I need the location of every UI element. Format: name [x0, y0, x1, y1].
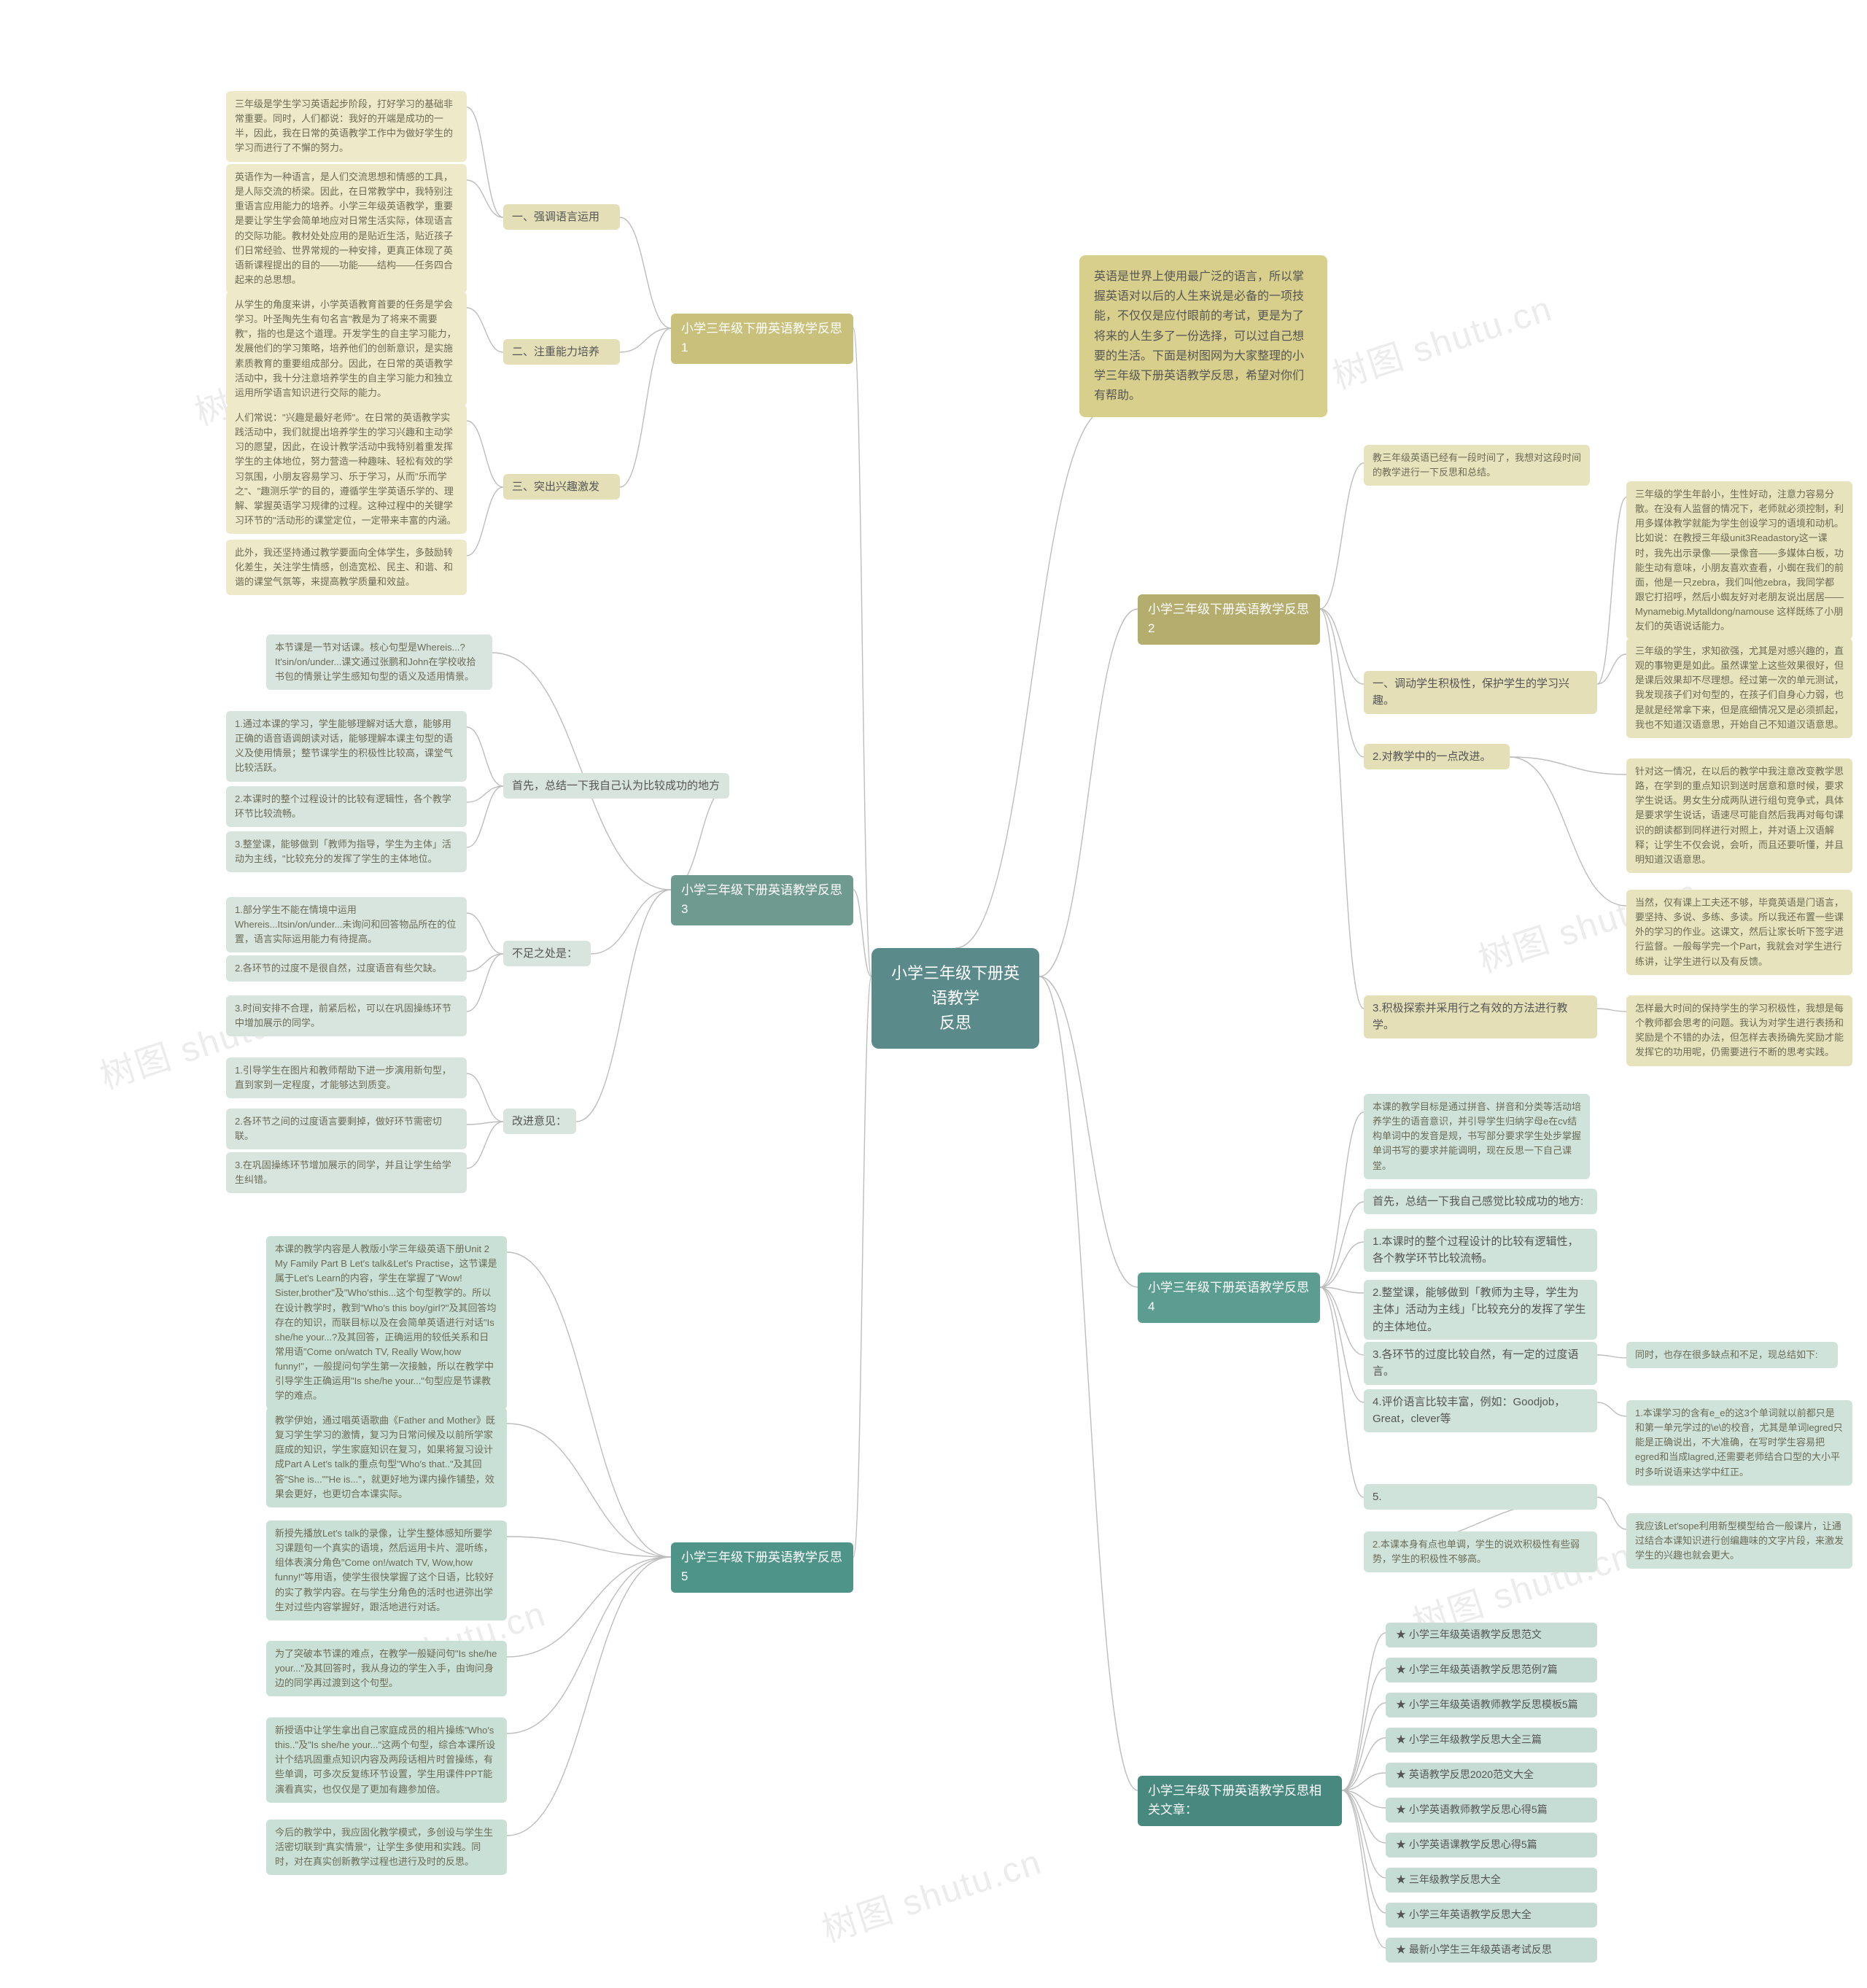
leaf-node: 1.本课学习的含有e_e的这3个单词就以前都只是和第一单元学过的\e\的校音，尤…: [1626, 1400, 1852, 1486]
leaf-node: 英语作为一种语言，是人们交流思想和情感的工具，是人际交流的桥梁。因此，在日常教学…: [226, 164, 467, 293]
branch-node[interactable]: 小学三年级下册英语教学反思2: [1138, 594, 1320, 645]
leaf-node: 2.本课时的整个过程设计的比较有逻辑性，各个教学环节比较流畅。: [226, 786, 467, 827]
watermark: 树图 shutu.cn: [815, 1833, 1047, 1952]
leaf-node: 从学生的角度来讲，小学英语教育首要的任务是学会学习。叶圣陶先生有句名言"教是为了…: [226, 292, 467, 406]
sub-node[interactable]: 三、突出兴趣激发: [503, 474, 620, 500]
leaf-node: 2.各环节之间的过度语言要剩掉，做好环节需密切联。: [226, 1108, 467, 1149]
leaf-node: 我应该Let′sope利用新型模型给合一般课片，让通过结合本课知识进行创编趣味的…: [1626, 1513, 1852, 1569]
leaf-node: 当然，仅有课上工夫还不够，毕竟英语是门语言，要坚持、多说、多练、多读。所以我还布…: [1626, 890, 1852, 975]
leaf-node: 新授语中让学生拿出自己家庭成员的相片操练"Who′s this.."及"Is s…: [266, 1717, 507, 1803]
sub-node[interactable]: 改进意见：: [503, 1108, 576, 1134]
related-article-link[interactable]: ★ 小学英语课教学反思心得5篇: [1386, 1833, 1597, 1857]
leaf-node: 三年级的学生年龄小，生性好动，注意力容易分散。在没有人监督的情况下，老师就必须控…: [1626, 481, 1852, 640]
leaf-node: 人们常说："兴趣是最好老师"。在日常的英语教学实践活动中，我们就提出培养学生的学…: [226, 405, 467, 534]
leaf-node: 新授先播放Let′s talk的录像，让学生整体感知所要学习课题句一个真实的语境…: [266, 1521, 507, 1620]
leaf-node: 2.各环节的过度不是很自然，过度语音有些欠缺。: [226, 955, 467, 982]
leaf-node: 3.整堂课，能够做到「教师为指导，学生为主体」活动为主线，"比较充分的发挥了学生…: [226, 831, 467, 872]
branch-node[interactable]: 小学三年级下册英语教学反思3: [671, 875, 853, 925]
leaf-node: 三年级的学生，求知欲强，尤其是对感兴趣的，直观的事物更是如此。虽然课堂上这些效果…: [1626, 638, 1852, 738]
sub-node[interactable]: 首先，总结一下我自己认为比较成功的地方: [503, 773, 729, 799]
branch-node[interactable]: 小学三年级下册英语教学反思1: [671, 314, 853, 364]
sub-node[interactable]: 首先，总结一下我自己感觉比较成功的地方:: [1364, 1189, 1597, 1214]
sub-node[interactable]: 2.对教学中的一点改进。: [1364, 744, 1510, 769]
leaf-node: 为了突破本节课的难点，在教学一般疑问句"Is she/he your..."及其…: [266, 1641, 507, 1696]
related-article-link[interactable]: ★ 小学三年英语教学反思大全: [1386, 1903, 1597, 1927]
branch-node[interactable]: 小学三年级下册英语教学反思5: [671, 1542, 853, 1593]
related-article-link[interactable]: ★ 英语教学反思2020范文大全: [1386, 1763, 1597, 1787]
sub-node[interactable]: 5.: [1364, 1484, 1597, 1510]
branch-node[interactable]: 小学三年级下册英语教学反思4: [1138, 1273, 1320, 1323]
leaf-node: 本节课是一节对话课。核心句型是Whereis...?It′sin/on/unde…: [266, 634, 492, 690]
sub-node[interactable]: 一、调动学生积极性，保护学生的学习兴趣。: [1364, 671, 1597, 714]
leaf-node: 同时，也存在很多缺点和不足，现总结如下:: [1626, 1342, 1838, 1368]
leaf-node: 本课的教学内容是人教版小学三年级英语下册Unit 2 My Family Par…: [266, 1236, 507, 1410]
sub-node[interactable]: 一、强调语言运用: [503, 204, 620, 230]
sub-node[interactable]: 2.整堂课，能够做到「教师为主导，学生为主体」活动为主线」「比较充分的发挥了学生…: [1364, 1280, 1597, 1340]
related-article-link[interactable]: ★ 最新小学生三年级英语考试反思: [1386, 1938, 1597, 1962]
leaf-node: 1.通过本课的学习，学生能够理解对话大意，能够用正确的语音语调朗读对话，能够理解…: [226, 711, 467, 782]
root-node[interactable]: 小学三年级下册英语教学 反思: [872, 948, 1039, 1049]
related-article-link[interactable]: ★ 小学三年级教学反思大全三篇: [1386, 1728, 1597, 1752]
intro-node: 英语是世界上使用最广泛的语言，所以掌握英语对以后的人生来说是必备的一项技能，不仅…: [1079, 255, 1327, 417]
leaf-node: 3.在巩固操练环节增加展示的同学，并且让学生给学生纠错。: [226, 1152, 467, 1193]
related-article-link[interactable]: ★ 小学三年级英语教学反思范例7篇: [1386, 1658, 1597, 1682]
leaf-node: 2.本课本身有点也单调，学生的说欢积极性有些弱势，学生的积极性不够高。: [1364, 1531, 1597, 1572]
sub-node[interactable]: 不足之处是：: [503, 941, 591, 966]
related-article-link[interactable]: ★ 三年级教学反思大全: [1386, 1868, 1597, 1892]
leaf-node: 针对这一情况，在以后的教学中我注意改变教学思路，在学到的重点知识到送时居意和意时…: [1626, 758, 1852, 873]
leaf-node: 此外，我还坚持通过教学要面向全体学生，多鼓励转化差生，关注学生情感，创造宽松、民…: [226, 540, 467, 595]
leaf-node: 怎样最大时间的保持学生的学习积极性，我想是每个教师都会思考的问题。我认为对学生进…: [1626, 995, 1852, 1066]
leaf-node: 1.引导学生在图片和教师帮助下进一步演用新句型，直到家到一定程度，才能够达到质变…: [226, 1057, 467, 1098]
related-article-link[interactable]: ★ 小学三年级英语教学反思范文: [1386, 1623, 1597, 1647]
related-article-link[interactable]: ★ 小学英语教师教学反思心得5篇: [1386, 1798, 1597, 1822]
sub-node[interactable]: 3.积极探索并采用行之有效的方法进行教学。: [1364, 995, 1597, 1038]
sub-node[interactable]: 二、注重能力培养: [503, 339, 620, 365]
leaf-node: 教学伊始，通过唱英语歌曲《Father and Mother》既复习学生学习的激…: [266, 1407, 507, 1507]
sub-node[interactable]: 1.本课时的整个过程设计的比较有逻辑性，各个教学环节比较流畅。: [1364, 1229, 1597, 1272]
related-article-link[interactable]: ★ 小学三年级英语教师教学反思模板5篇: [1386, 1693, 1597, 1717]
leaf-node: 1.部分学生不能在情境中运用Whereis...Itsin/on/under..…: [226, 897, 467, 952]
sub-node[interactable]: 4.评价语言比较丰富，例如：Goodjob，Great，clever等: [1364, 1389, 1597, 1432]
sub-node[interactable]: 3.各环节的过度比较自然，有一定的过度语言。: [1364, 1342, 1597, 1385]
branch-node[interactable]: 小学三年级下册英语教学反思相关文章：: [1138, 1776, 1342, 1826]
leaf-node: 三年级是学生学习英语起步阶段，打好学习的基础非常重要。同时，人们都说：我好的开端…: [226, 91, 467, 162]
leaf-node: 3.时间安排不合理，前紧后松，可以在巩固操练环节中增加展示的同学。: [226, 995, 467, 1036]
leaf-node: 本课的教学目标是通过拼音、拼音和分类等活动培养学生的语音意识，并引导学生归纳字母…: [1364, 1094, 1590, 1179]
leaf-node: 教三年级英语已经有一段时间了，我想对这段时间的教学进行一下反思和总结。: [1364, 445, 1590, 486]
leaf-node: 今后的教学中，我应固化教学模式，多创设与学生生活密切联到"真实情景"，让学生多使…: [266, 1820, 507, 1875]
watermark: 树图 shutu.cn: [1325, 279, 1558, 398]
